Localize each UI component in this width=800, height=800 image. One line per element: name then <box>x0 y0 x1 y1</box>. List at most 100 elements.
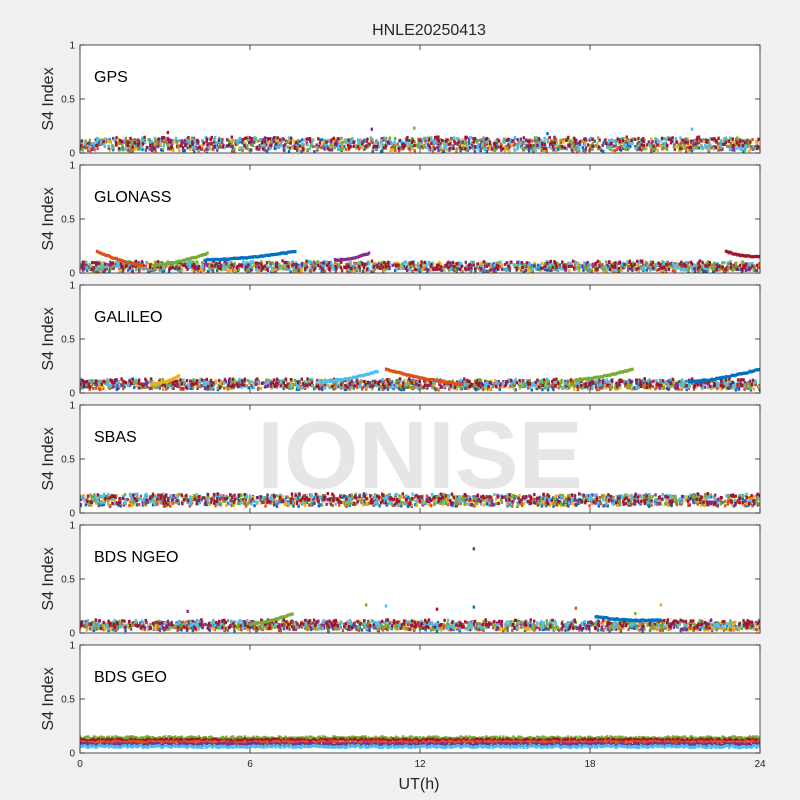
data-point <box>565 265 569 269</box>
data-point <box>97 383 101 387</box>
data-point <box>390 141 394 145</box>
data-points <box>80 367 760 392</box>
data-point <box>496 145 500 149</box>
data-point <box>275 138 278 142</box>
data-point <box>148 140 152 145</box>
data-point <box>119 262 123 266</box>
data-point <box>700 265 703 269</box>
data-point <box>556 266 560 270</box>
data-point <box>589 136 592 140</box>
data-point <box>530 263 534 268</box>
data-point <box>507 149 511 153</box>
data-point <box>368 262 371 266</box>
data-point <box>560 144 564 148</box>
data-point <box>391 143 395 147</box>
data-point <box>171 266 174 270</box>
data-point <box>697 269 700 273</box>
y-tick-label: 0.5 <box>61 95 75 106</box>
data-point <box>451 261 455 265</box>
data-point <box>723 142 726 147</box>
data-point <box>474 145 477 149</box>
data-point <box>351 137 354 141</box>
data-point <box>368 381 372 385</box>
data-point <box>727 266 730 270</box>
data-point <box>439 144 442 149</box>
data-point <box>573 136 576 141</box>
data-point <box>125 145 129 149</box>
data-point <box>201 144 204 148</box>
data-point <box>162 143 166 148</box>
data-point <box>192 147 195 151</box>
data-point <box>263 267 267 271</box>
data-point <box>166 261 170 265</box>
data-point <box>262 147 265 151</box>
data-point <box>558 144 561 148</box>
panel-label: GLONASS <box>94 189 171 206</box>
data-point <box>341 147 344 151</box>
data-point <box>106 263 110 267</box>
data-point <box>683 382 686 386</box>
data-point <box>233 261 236 266</box>
data-point <box>553 265 557 269</box>
data-point <box>104 137 108 142</box>
data-point <box>445 262 449 266</box>
data-point <box>92 142 96 147</box>
data-point <box>147 145 150 150</box>
data-point <box>199 383 202 387</box>
data-point <box>114 256 117 260</box>
data-point <box>303 267 307 271</box>
data-point <box>347 147 351 151</box>
data-point <box>617 266 621 270</box>
data-point <box>612 265 616 269</box>
data-point <box>601 143 604 148</box>
data-point <box>543 267 547 272</box>
data-point <box>602 149 605 153</box>
data-point <box>138 263 141 267</box>
data-point <box>324 143 327 147</box>
data-point <box>435 387 438 391</box>
data-point <box>546 261 549 265</box>
data-point <box>338 144 342 148</box>
data-point <box>492 146 495 150</box>
data-point <box>317 260 320 264</box>
data-point <box>90 145 93 149</box>
data-point <box>233 147 236 151</box>
data-point <box>213 264 217 268</box>
data-point <box>522 136 526 140</box>
data-point <box>121 258 124 263</box>
data-point <box>622 140 625 145</box>
data-point <box>484 385 487 390</box>
data-point <box>403 144 406 148</box>
data-point <box>614 265 617 269</box>
data-point <box>375 145 379 149</box>
data-point <box>397 146 401 151</box>
data-point <box>610 138 614 142</box>
data-point <box>673 262 677 266</box>
data-point <box>112 266 115 271</box>
data-point <box>97 140 100 144</box>
data-point <box>266 384 269 388</box>
data-point <box>276 383 279 388</box>
data-point <box>122 260 126 264</box>
data-point <box>197 266 200 270</box>
data-point <box>323 138 327 143</box>
data-point <box>156 260 160 264</box>
data-point <box>660 386 664 391</box>
data-point <box>336 265 340 269</box>
data-point <box>141 142 145 146</box>
data-point <box>185 265 188 269</box>
data-point <box>162 387 165 391</box>
data-point <box>97 137 100 141</box>
data-point <box>246 268 249 272</box>
data-point <box>300 150 303 153</box>
data-point <box>192 136 196 140</box>
data-point <box>715 263 718 267</box>
data-point <box>740 267 744 271</box>
data-point <box>228 139 232 144</box>
data-point <box>498 387 501 392</box>
data-point <box>551 386 554 390</box>
data-point <box>612 261 615 266</box>
data-point <box>315 143 318 147</box>
data-point <box>723 270 726 273</box>
data-point <box>325 140 328 144</box>
